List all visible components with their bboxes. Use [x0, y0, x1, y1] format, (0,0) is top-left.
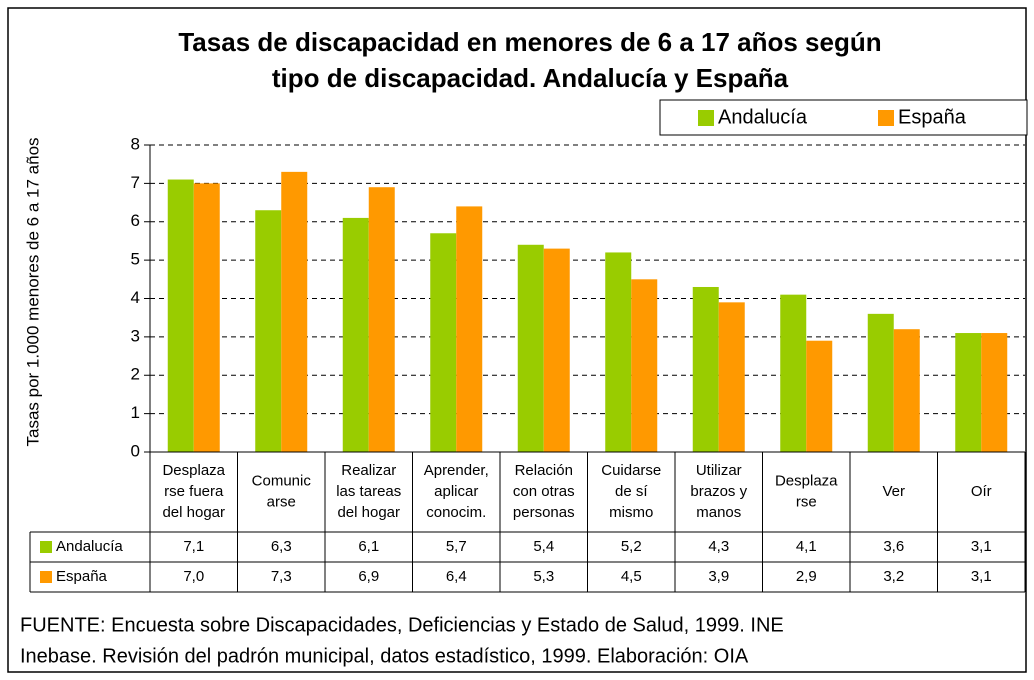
legend-label: España	[898, 106, 967, 128]
bar	[955, 333, 982, 452]
bar	[631, 279, 658, 452]
x-tick-label: Realizar las tareas del hogar	[336, 462, 401, 521]
data-label: 6,9	[358, 568, 379, 585]
data-label: 3,6	[883, 538, 904, 555]
data-label: 4,5	[621, 568, 642, 585]
data-label: 6,4	[446, 568, 467, 585]
bar	[692, 286, 719, 452]
data-label: 4,1	[796, 538, 817, 555]
data-label: 5,3	[533, 568, 554, 585]
bar	[193, 183, 220, 452]
bar	[867, 313, 894, 452]
legend-box	[659, 99, 1028, 136]
data-label: 7,3	[271, 568, 292, 585]
x-tick-label: Aprender, aplicar conocim.	[424, 462, 489, 521]
data-label: 3,9	[708, 568, 729, 585]
bar	[430, 233, 457, 452]
bar	[517, 244, 544, 452]
bar	[543, 248, 570, 452]
bar	[281, 171, 308, 453]
y-axis-label: Tasas por 1.000 menores de 6 a 17 años	[23, 137, 42, 446]
data-label: 5,4	[533, 538, 554, 555]
bar	[718, 302, 745, 452]
data-label: 4,3	[708, 538, 729, 555]
x-tick-label: Desplaza rse	[775, 472, 838, 510]
chart-title: Tasas de discapacidad en menores de 6 a …	[178, 27, 881, 93]
y-tick-label: 2	[131, 365, 140, 384]
bar	[780, 294, 807, 452]
data-label: 3,1	[971, 538, 992, 555]
data-label: 6,1	[358, 538, 379, 555]
bar	[806, 340, 833, 452]
data-label: 3,2	[883, 568, 904, 585]
x-tick-label: Ver	[882, 483, 905, 500]
x-tick-label: Relación con otras personas	[513, 462, 575, 521]
bar	[368, 187, 395, 452]
bar	[981, 333, 1008, 452]
y-tick-label: 1	[131, 403, 140, 422]
y-tick-label: 0	[131, 441, 140, 460]
footnote: FUENTE: Encuesta sobre Discapacidades, D…	[20, 615, 784, 668]
y-tick-label: 5	[131, 250, 140, 269]
x-tick-label: Oír	[971, 483, 992, 500]
y-tick-label: 7	[131, 173, 140, 192]
x-tick-label: Utilizar brazos y manos	[690, 462, 747, 521]
table-row-label: Andalucía	[56, 538, 123, 555]
bar	[605, 252, 632, 452]
y-tick-label: 4	[131, 288, 140, 307]
y-tick-label: 8	[131, 134, 140, 153]
legend-label: Andalucía	[718, 106, 808, 128]
data-label: 3,1	[971, 568, 992, 585]
bar	[255, 210, 282, 452]
x-tick-label: Comunic arse	[252, 472, 312, 510]
table-legend-swatch	[40, 571, 52, 583]
bar	[893, 329, 920, 452]
data-label: 5,2	[621, 538, 642, 555]
bar	[167, 179, 194, 452]
legend-swatch	[878, 110, 894, 126]
table-legend-swatch	[40, 541, 52, 553]
legend-swatch	[698, 110, 714, 126]
x-tick-label: Cuidarse de sí mismo	[601, 462, 661, 521]
data-label: 2,9	[796, 568, 817, 585]
bar	[342, 217, 369, 452]
bar	[456, 206, 483, 452]
y-tick-label: 6	[131, 211, 140, 230]
table-row-label: España	[56, 568, 108, 585]
data-label: 7,0	[183, 568, 204, 585]
data-label: 6,3	[271, 538, 292, 555]
data-label: 5,7	[446, 538, 467, 555]
data-label: 7,1	[183, 538, 204, 555]
x-tick-label: Desplaza rse fuera del hogar	[162, 462, 225, 521]
y-tick-label: 3	[131, 326, 140, 345]
